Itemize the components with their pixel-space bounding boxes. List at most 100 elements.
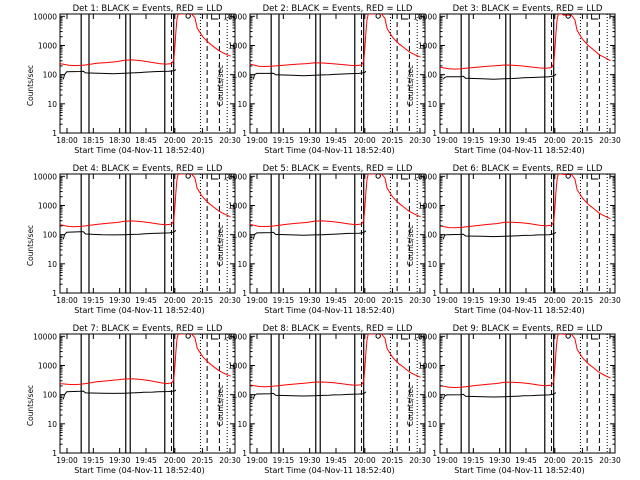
plot-area [250,334,421,453]
peak-marker [565,173,571,179]
x-axis-label: Start Time (04-Nov-11 18:52:40) [74,466,204,475]
x-tick-label: 19:15 [83,296,105,305]
peak-bracket [591,174,599,180]
y-tick-label: 10 [47,260,57,269]
detector-panel-1: 1 10 100 1000 10000 18:00 18:15 18:30 18:45 20:00… [26,4,241,155]
x-axis-label: Start Time (04-Nov-11 18:52:40) [264,146,394,155]
plot-area [440,14,611,133]
y-tick-label: 10 [47,100,57,109]
x-tick-label: 19:00 [56,456,78,465]
x-tick-label: 20:30 [599,136,621,145]
y-tick-label: 100 [43,231,58,240]
x-axis-label: Start Time (04-Nov-11 18:52:40) [74,146,204,155]
panel-title: Det 4: BLACK = Events, RED = LLD [73,164,223,174]
series-line-events [62,69,177,80]
y-tick-label: 10 [427,100,437,109]
x-tick-label: 18:30 [109,136,131,145]
x-tick-label: 19:30 [109,456,131,465]
plot-frame [59,173,236,294]
peak-bracket [211,174,219,180]
peak-marker [185,13,191,19]
x-tick-label: 19:00 [436,456,458,465]
detector-panel-5: 1 10 100 1000 10000 19:00 19:15 19:30 19:45 20:00… [216,164,431,315]
series-line-events [62,230,177,240]
series-line-lld [440,174,611,229]
x-tick-label: 19:30 [299,296,321,305]
peak-bracket [401,334,409,340]
series-line-events [252,230,367,240]
x-tick-label: 20:30 [219,296,241,305]
y-tick-label: 10 [47,420,57,429]
y-axis-label: Counts/sec [26,225,35,266]
x-tick-label: 19:45 [325,136,347,145]
peak-bracket [401,174,409,180]
x-tick-label: 20:00 [544,456,566,465]
y-tick-label: 1 [242,449,247,458]
series-line-lld [60,14,231,67]
x-tick-label: 20:00 [164,296,186,305]
x-tick-label: 19:30 [489,296,511,305]
x-tick-label: 19:15 [273,296,295,305]
peak-marker [565,333,571,339]
panel-title: Det 7: BLACK = Events, RED = LLD [73,324,223,334]
peak-marker [375,13,381,19]
detector-panel-4: 1 10 100 1000 10000 18:00 19:15 19:30 19:45 20:00… [26,164,241,315]
x-tick-label: 19:45 [325,296,347,305]
x-tick-label: 20:30 [599,296,621,305]
x-tick-label: 19:30 [109,296,131,305]
peak-bracket [591,334,599,340]
x-axis-label: Start Time (04-Nov-11 18:52:40) [454,306,584,315]
y-tick-label: 1 [52,289,57,298]
panel-title: Det 2: BLACK = Events, RED = LLD [263,4,413,14]
x-tick-label: 19:15 [273,136,295,145]
series-line-events [252,70,367,80]
x-tick-label: 20:00 [544,296,566,305]
panel-title: Det 5: BLACK = Events, RED = LLD [263,164,413,174]
y-tick-label: 10000 [223,12,247,21]
panel-title: Det 3: BLACK = Events, RED = LLD [453,4,603,14]
x-tick-label: 20:30 [219,136,241,145]
series-line-lld [440,14,611,70]
plot-area [60,174,231,293]
x-tick-label: 19:00 [246,456,268,465]
y-axis-label: Counts/sec [26,385,35,426]
series-line-events [252,391,367,400]
x-tick-label: 19:00 [436,136,458,145]
plot-area [60,334,231,453]
x-axis-label: Start Time (04-Nov-11 18:52:40) [264,466,394,475]
plot-frame [439,173,616,294]
y-tick-label: 1 [242,129,247,138]
x-axis-label: Start Time (04-Nov-11 18:52:40) [264,306,394,315]
detector-panel-6: 1 10 100 1000 10000 19:00 19:15 19:30 19:45 20:00… [406,164,621,315]
x-tick-label: 20:15 [572,136,594,145]
y-axis-label: Counts/sec [26,65,35,106]
y-tick-label: 1000 [38,361,57,370]
x-tick-label: 20:30 [409,456,431,465]
x-tick-label: 20:15 [382,136,404,145]
series-line-lld [250,14,421,68]
y-tick-label: 1000 [418,41,437,50]
series-line-events [62,389,177,400]
y-tick-label: 100 [423,231,438,240]
series-line-lld [250,334,421,388]
y-tick-label: 100 [233,231,248,240]
peak-bracket [211,334,219,340]
y-tick-label: 1000 [418,361,437,370]
plot-frame [59,13,236,134]
x-tick-label: 20:00 [354,456,376,465]
x-tick-label: 19:45 [515,296,537,305]
peak-bracket [211,14,219,20]
series-line-lld [250,174,421,228]
y-tick-label: 100 [43,71,58,80]
plot-area [440,334,611,453]
y-tick-label: 1000 [418,201,437,210]
x-tick-label: 20:15 [192,456,214,465]
x-tick-label: 19:00 [246,136,268,145]
y-tick-label: 1000 [38,41,57,50]
y-tick-label: 100 [233,391,248,400]
y-tick-label: 1 [432,289,437,298]
y-axis-label: Counts/sec [216,65,225,106]
x-axis-label: Start Time (04-Nov-11 18:52:40) [454,146,584,155]
x-tick-label: 19:30 [299,136,321,145]
